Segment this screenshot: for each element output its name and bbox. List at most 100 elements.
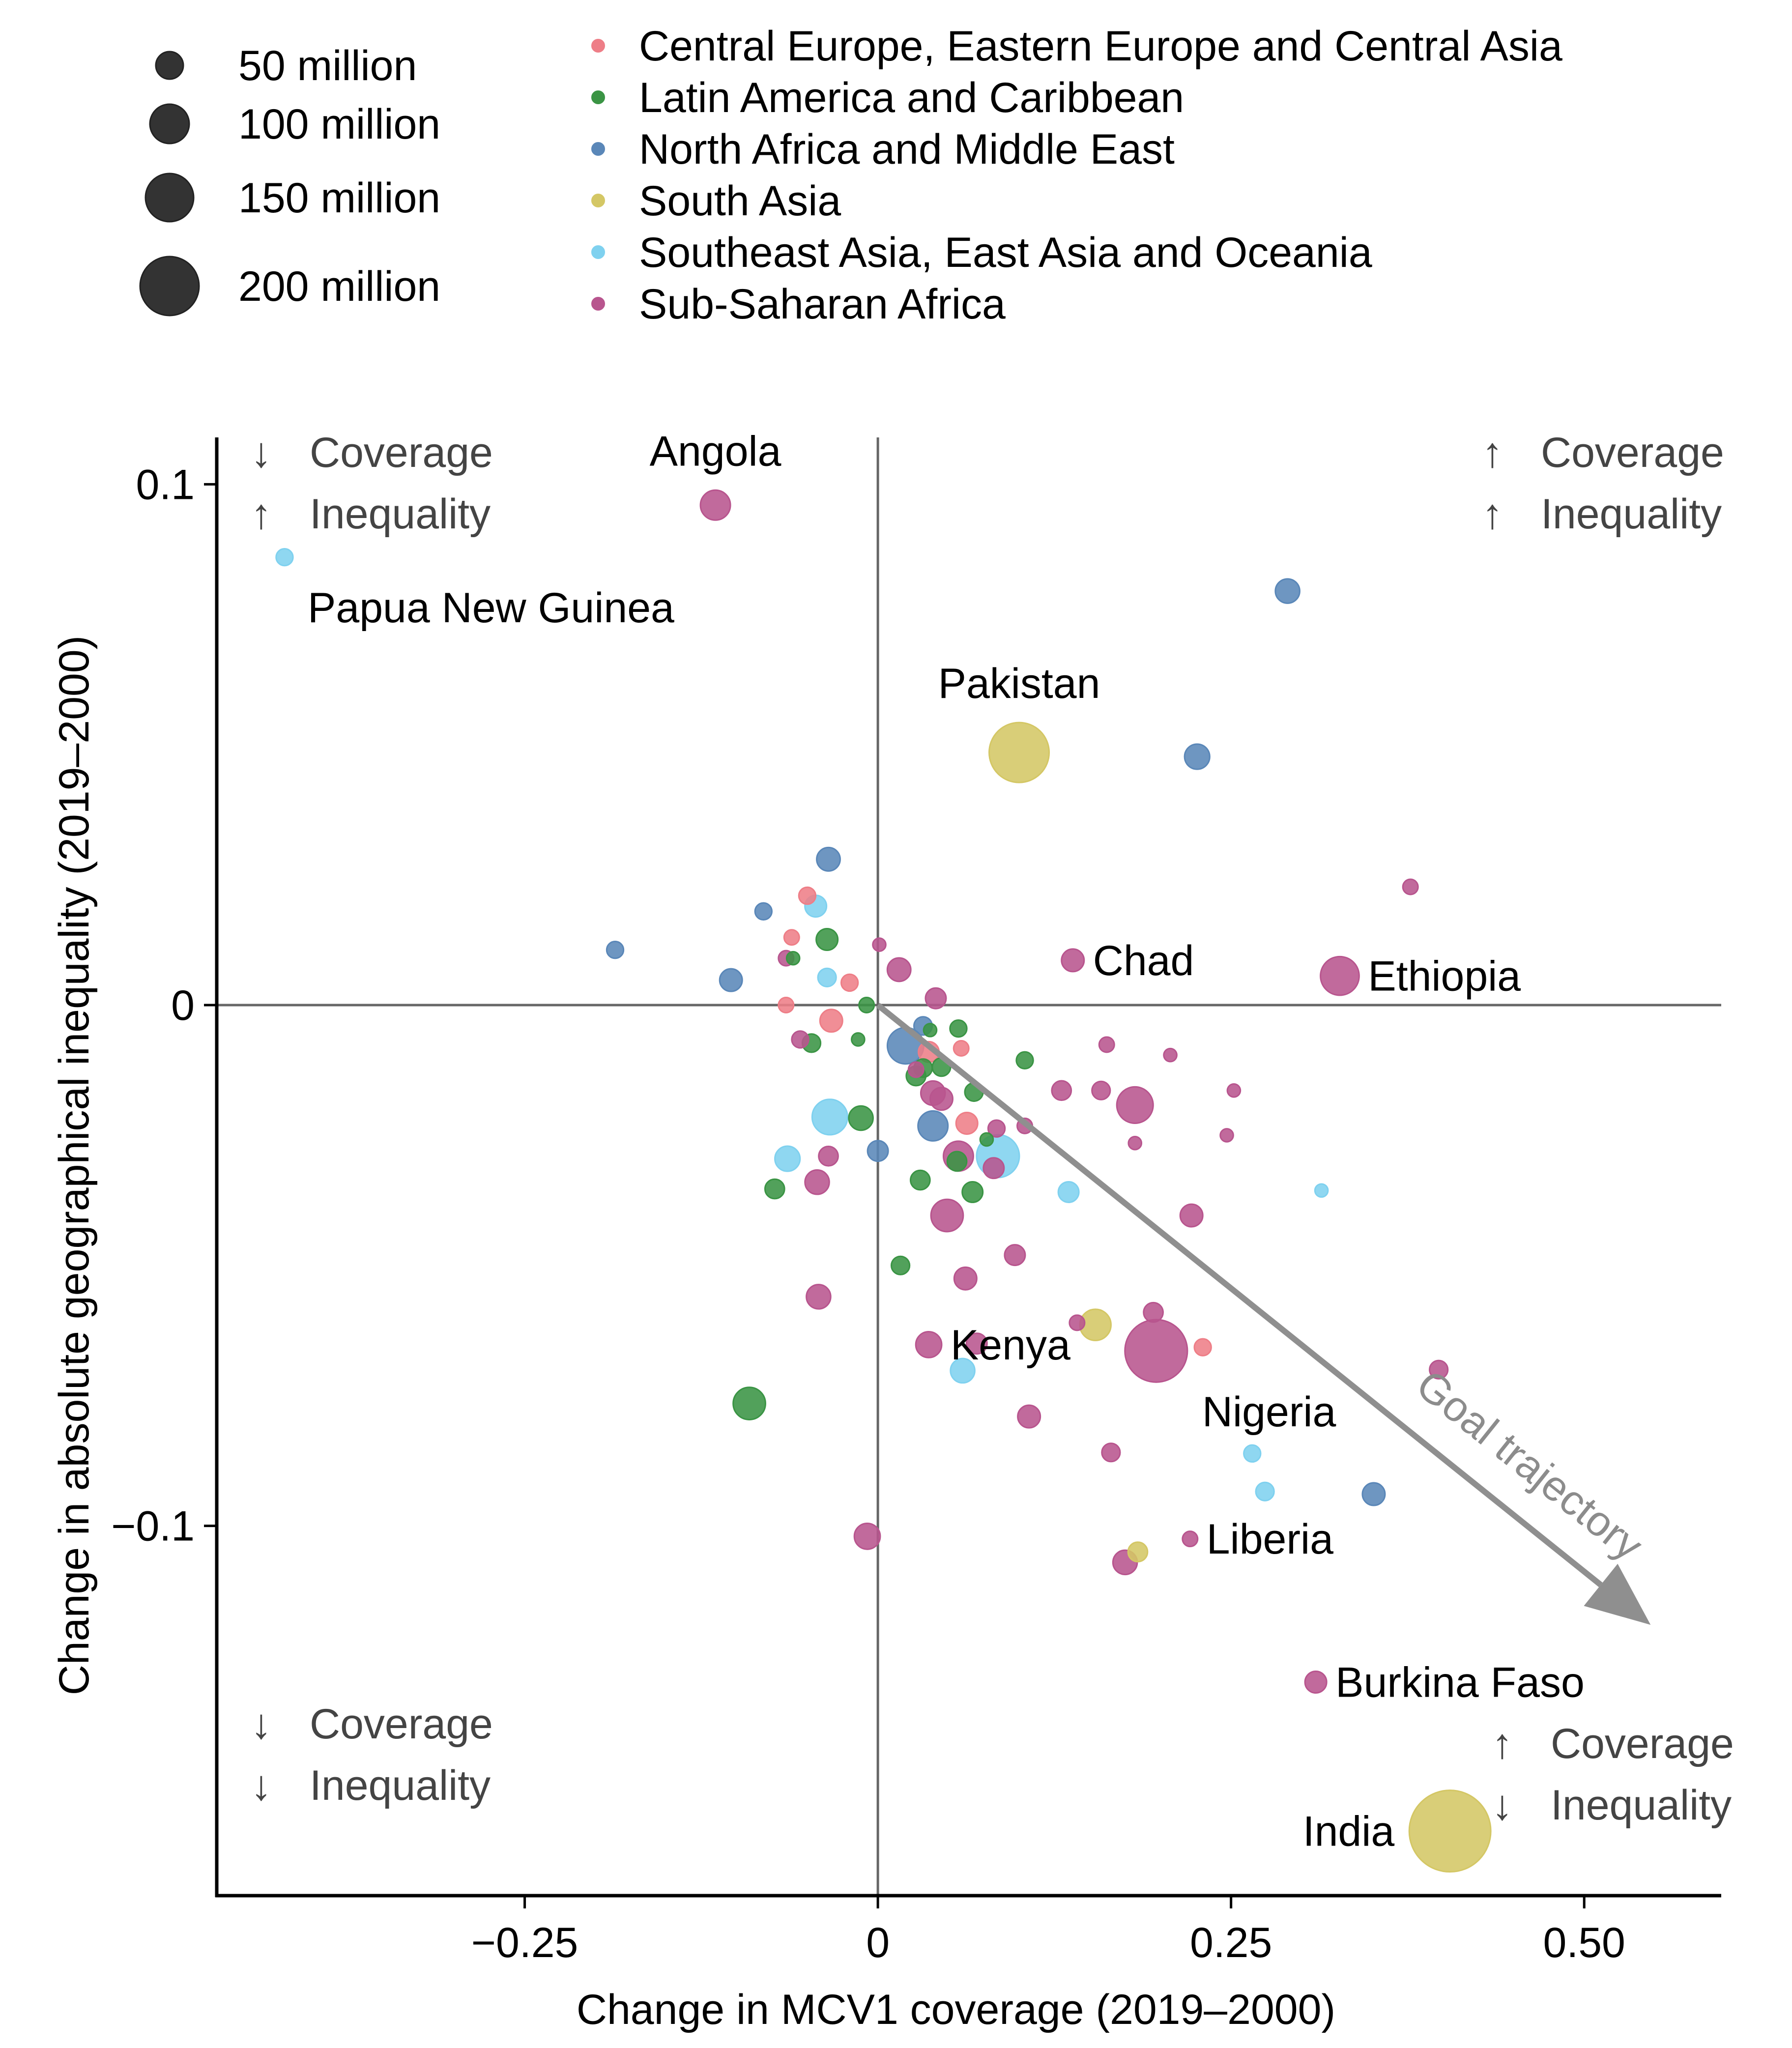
data-point xyxy=(606,941,625,959)
data-point xyxy=(719,968,743,992)
goal-trajectory-arrowhead xyxy=(1584,1563,1651,1625)
quadrant-label-bottom-right: ↑ Coverage ↓ Inequality xyxy=(1492,1720,1734,1829)
quadrant-arrow-icon: ↓ xyxy=(1492,1782,1513,1829)
quadrant-label-text: Coverage xyxy=(1541,429,1724,476)
data-point xyxy=(949,1019,968,1038)
y-tick-label: 0 xyxy=(171,982,195,1029)
data-point xyxy=(1243,1444,1262,1463)
data-point xyxy=(955,1112,979,1135)
data-point xyxy=(853,1522,881,1550)
country-label: Nigeria xyxy=(1202,1388,1336,1436)
data-point-chad xyxy=(1061,948,1085,973)
data-point xyxy=(1091,1080,1111,1100)
data-point xyxy=(804,1169,830,1195)
data-point-angola xyxy=(699,489,731,521)
region-legend-label: South Asia xyxy=(639,177,841,225)
region-legend-label: Sub-Saharan Africa xyxy=(639,281,1006,328)
data-point xyxy=(858,997,875,1014)
data-point xyxy=(811,1098,848,1136)
data-point-burkina-faso xyxy=(1304,1671,1328,1694)
data-point-ethiopia xyxy=(1320,955,1360,996)
region-legend-swatch xyxy=(591,39,605,53)
size-legend-label: 150 million xyxy=(238,174,440,222)
goal-trajectory-line xyxy=(876,1003,1603,1587)
data-point xyxy=(1069,1314,1086,1331)
data-point xyxy=(1116,1086,1154,1124)
size-legend-label: 50 million xyxy=(238,42,417,89)
quadrant-label-text: Inequality xyxy=(310,1762,491,1809)
country-label: India xyxy=(1303,1808,1395,1855)
data-point-pakistan xyxy=(988,721,1050,783)
data-point xyxy=(1402,878,1419,895)
data-point xyxy=(1184,743,1211,770)
data-point xyxy=(961,1181,984,1203)
data-point xyxy=(1004,1244,1026,1267)
data-point xyxy=(1101,1442,1121,1463)
data-point xyxy=(979,1132,994,1147)
country-labels: Papua New Guinea Angola Pakistan Chad Ethiop… xyxy=(308,428,1585,1855)
data-point xyxy=(1219,1128,1234,1143)
country-label: Burkina Faso xyxy=(1335,1659,1585,1706)
quadrant-label-text: Inequality xyxy=(310,490,491,538)
quadrant-arrow-icon: ↑ xyxy=(1482,429,1503,476)
data-point xyxy=(764,1178,785,1200)
quadrant-label-bottom-left: ↓ Coverage ↓ Inequality xyxy=(251,1701,493,1809)
data-point xyxy=(1255,1481,1275,1501)
data-point xyxy=(1179,1203,1204,1228)
quadrant-label-text: Coverage xyxy=(310,429,493,476)
data-point-india xyxy=(1408,1789,1492,1873)
data-point xyxy=(818,1145,839,1167)
x-tick-label: −0.25 xyxy=(471,1919,578,1966)
data-point xyxy=(806,1284,832,1310)
data-point xyxy=(923,1023,938,1038)
data-point xyxy=(791,1030,809,1049)
data-point-liberia xyxy=(1182,1530,1199,1548)
quadrant-label-top-left: ↓ Coverage ↑ Inequality xyxy=(251,429,493,538)
data-point xyxy=(1163,1047,1178,1063)
country-label: Liberia xyxy=(1207,1516,1333,1563)
quadrant-label-text: Coverage xyxy=(310,1701,493,1748)
region-legend: Central Europe, Eastern Europe and Centr… xyxy=(591,23,1562,328)
country-label: Pakistan xyxy=(938,660,1100,707)
data-point xyxy=(925,987,947,1010)
data-point xyxy=(1017,1404,1041,1429)
data-point xyxy=(817,967,837,987)
size-legend-bubble xyxy=(149,103,190,144)
data-point xyxy=(732,1386,766,1420)
data-point xyxy=(1127,1136,1143,1151)
data-point xyxy=(891,1255,911,1275)
data-point xyxy=(754,902,773,921)
data-points xyxy=(275,489,1492,1873)
data-point xyxy=(840,973,859,992)
data-point xyxy=(851,1032,866,1047)
data-point xyxy=(778,997,795,1014)
data-point xyxy=(1127,1541,1149,1562)
data-point xyxy=(1361,1482,1386,1506)
quadrant-label-text: Inequality xyxy=(1541,490,1722,538)
data-point-nigeria xyxy=(1124,1319,1188,1383)
y-tick-label: −0.1 xyxy=(111,1503,195,1550)
region-legend-swatch xyxy=(591,194,605,207)
x-axis-ticks: −0.25 0 0.25 0.50 xyxy=(471,1896,1625,1966)
plot-area: Goal trajectory Papua New GuineaAngolaPa… xyxy=(217,428,1734,1896)
data-point xyxy=(872,937,887,952)
data-point xyxy=(909,1169,931,1191)
country-label: Angola xyxy=(650,428,781,475)
country-label: Ethiopia xyxy=(1368,953,1521,1000)
axes: −0.25 0 0.25 0.50 0.1 0 −0.1 Change in MCV1 c… xyxy=(51,437,1721,2033)
x-tick-label: 0 xyxy=(866,1919,890,1966)
data-point xyxy=(867,1140,889,1162)
data-point xyxy=(987,1119,1006,1138)
data-point xyxy=(815,927,839,952)
data-point xyxy=(907,1061,925,1078)
data-point xyxy=(929,1087,954,1111)
data-point xyxy=(886,957,912,982)
data-point xyxy=(774,1145,801,1172)
data-point xyxy=(1193,1338,1212,1356)
quadrant-label-text: Inequality xyxy=(1551,1782,1732,1829)
data-point xyxy=(798,886,817,905)
y-tick-label: 0.1 xyxy=(136,461,195,508)
country-label: Papua New Guinea xyxy=(308,584,674,632)
quadrant-arrow-icon: ↓ xyxy=(251,1701,272,1748)
